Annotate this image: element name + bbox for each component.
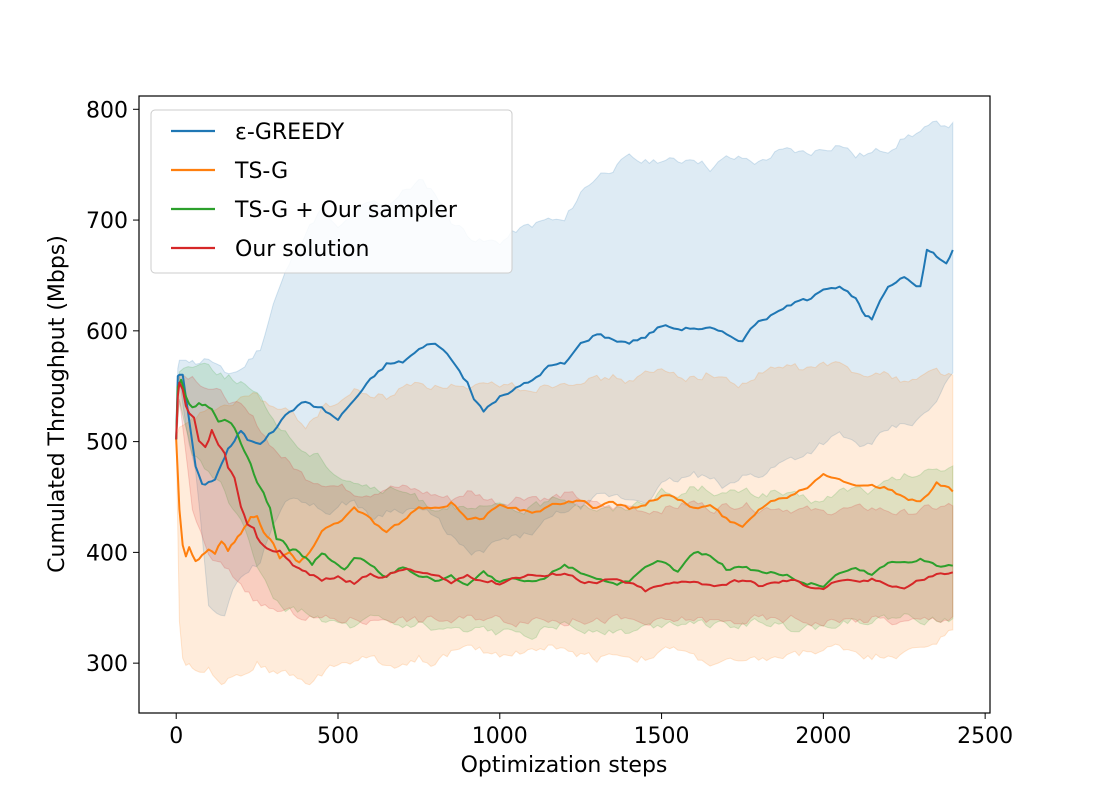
series-line-tsg <box>175 439 954 564</box>
legend-box <box>150 109 513 274</box>
legend-label-our-solution: Our solution <box>235 237 369 262</box>
legend-label-egreedy: ε-GREEDY <box>235 120 345 145</box>
x-tick-label: 2000 <box>795 724 851 749</box>
y-axis-ticks: 300 400 500 600 700 800 <box>86 98 139 677</box>
y-tick-label: 500 <box>86 431 128 456</box>
x-tick-label: 2500 <box>957 724 1013 749</box>
y-tick-label: 600 <box>86 320 128 345</box>
y-axis-label: Cumulated Throughput (Mbps) <box>45 235 70 573</box>
series-line-tsg-sampler <box>175 378 953 588</box>
x-tick-label: 1500 <box>634 724 690 749</box>
x-tick-label: 500 <box>317 724 359 749</box>
plot-frame <box>138 95 991 714</box>
y-tick-label: 700 <box>86 209 128 234</box>
series-line-egreedy <box>175 248 954 486</box>
y-tick-label: 300 <box>86 652 128 677</box>
x-tick-label: 1000 <box>472 724 528 749</box>
legend: ε-GREEDY TS-G TS-G + Our sampler Our sol… <box>150 109 513 274</box>
y-tick-label: 800 <box>86 98 128 123</box>
series-lines <box>175 248 954 593</box>
band-tsg <box>175 361 954 686</box>
x-axis-label: Optimization steps <box>461 753 668 778</box>
legend-label-tsg-sampler: TS-G + Our sampler <box>234 198 458 223</box>
legend-label-tsg: TS-G <box>234 159 288 184</box>
series-line-our-solution <box>175 381 954 593</box>
x-tick-label: 0 <box>169 724 183 749</box>
x-axis-ticks: 0 500 1000 1500 2000 2500 <box>169 713 1013 749</box>
y-tick-label: 400 <box>86 541 128 566</box>
